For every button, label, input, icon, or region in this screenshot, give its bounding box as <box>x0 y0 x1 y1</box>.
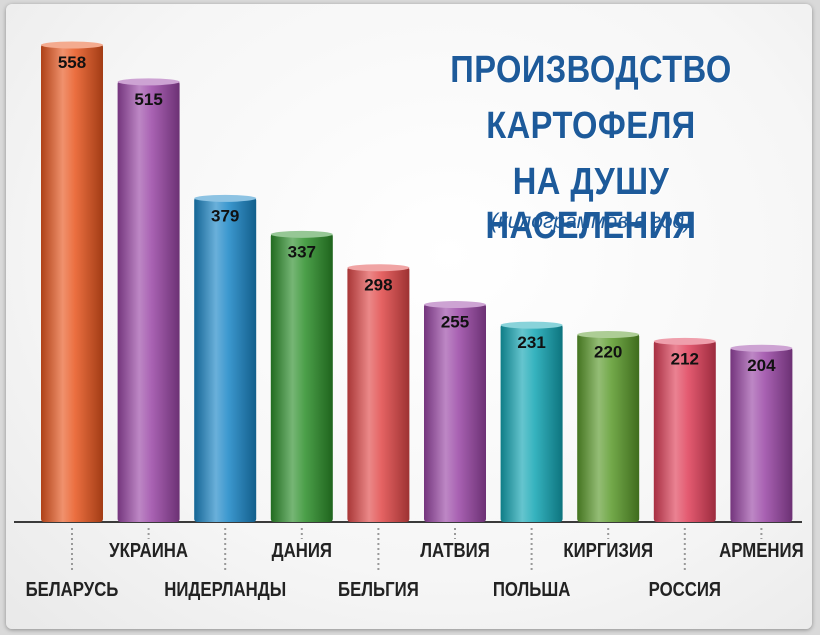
chart-title-line-3: НА ДУШУ НАСЕЛЕНИЯ <box>485 161 697 247</box>
bar-1 <box>41 44 103 522</box>
bar-cap-2 <box>117 78 180 86</box>
value-label-9: 212 <box>671 349 699 368</box>
value-label-7: 231 <box>517 333 545 352</box>
bar-9 <box>653 340 716 522</box>
bar-cap-8 <box>577 331 640 339</box>
bar-cap-1 <box>41 41 103 49</box>
bar-cap-5 <box>347 264 410 272</box>
chart-title-line-1: ПРОИЗВОДСТВО <box>450 49 732 91</box>
category-label-4: ДАНИЯ <box>272 539 332 562</box>
bar-chart: 558 515 379 337 298 255 231 220 212 204 БЕЛАРУСЬ У… <box>14 41 804 601</box>
value-label-10: 204 <box>747 356 776 375</box>
category-label-1: БЕЛАРУСЬ <box>26 578 119 601</box>
bar-cap-4 <box>270 230 333 238</box>
value-label-2: 515 <box>134 90 162 109</box>
value-label-8: 220 <box>594 343 622 362</box>
value-label-5: 298 <box>364 276 392 295</box>
chart-subtitle: (килограммов в год) <box>490 210 692 233</box>
category-label-7: ПОЛЬША <box>493 578 571 601</box>
bar-6 <box>424 303 486 522</box>
value-label-4: 337 <box>288 242 316 261</box>
bar-cap-6 <box>424 301 486 309</box>
bar-cap-3 <box>194 194 257 202</box>
bar-5 <box>347 266 410 522</box>
bar-8 <box>577 333 640 522</box>
bar-10 <box>730 347 793 522</box>
value-label-3: 379 <box>211 206 239 225</box>
bar-cap-10 <box>730 344 793 352</box>
category-label-6: ЛАТВИЯ <box>420 539 490 562</box>
category-label-2: УКРАИНА <box>109 539 188 562</box>
category-label-10: АРМЕНИЯ <box>719 539 804 562</box>
bar-cap-7 <box>500 321 563 329</box>
bar-4 <box>270 233 333 522</box>
bar-7 <box>500 324 563 522</box>
value-label-6: 255 <box>441 313 469 332</box>
value-label-1: 558 <box>58 53 86 72</box>
chart-card: 558 515 379 337 298 255 231 220 212 204 БЕЛАРУСЬ У… <box>6 4 812 629</box>
bar-cap-9 <box>653 337 716 345</box>
chart-title-line-2: КАРТОФЕЛЯ <box>486 105 696 147</box>
category-label-3: НИДЕРЛАНДЫ <box>164 578 286 601</box>
category-label-5: БЕЛЬГИЯ <box>338 578 419 601</box>
category-label-9: РОССИЯ <box>649 578 721 601</box>
bar-3 <box>194 197 257 522</box>
category-label-8: КИРГИЗИЯ <box>563 539 653 562</box>
bar-2 <box>117 80 180 522</box>
